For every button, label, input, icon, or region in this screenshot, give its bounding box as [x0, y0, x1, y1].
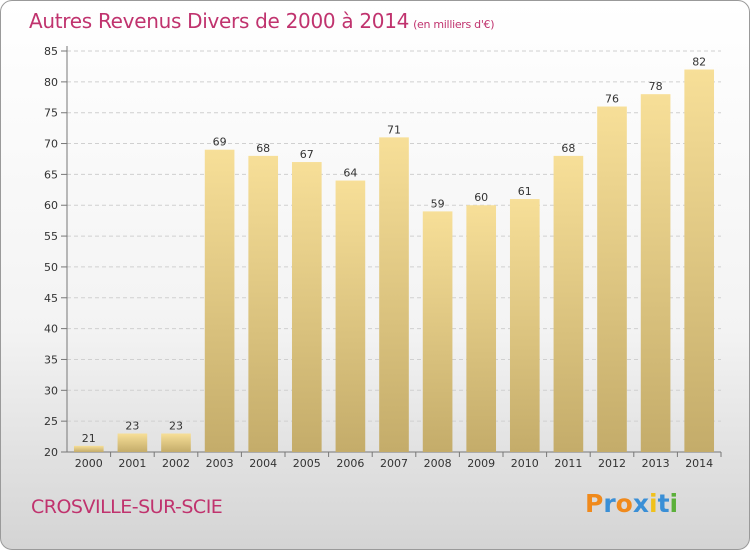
x-tick-label: 2004: [249, 457, 277, 470]
bar: [509, 199, 540, 452]
x-tick-label: 2011: [554, 457, 582, 470]
y-tick-label: 30: [44, 384, 58, 397]
logo-letter: P: [585, 489, 604, 518]
bar: [291, 162, 322, 453]
bar: [466, 205, 497, 452]
data-label: 78: [649, 80, 663, 93]
data-label: 23: [169, 419, 183, 432]
y-tick-label: 75: [44, 107, 58, 120]
data-label: 67: [300, 148, 314, 161]
bar: [597, 106, 627, 453]
x-tick-label: 2002: [162, 457, 190, 470]
logo-letter: i: [649, 489, 658, 518]
proxiti-logo: Proxiti: [585, 489, 678, 518]
bar: [161, 433, 191, 452]
y-tick-label: 20: [44, 446, 58, 459]
logo-letter: r: [603, 489, 616, 518]
city-name: CROSVILLE-SUR-SCIE: [31, 496, 223, 518]
y-tick-label: 55: [44, 230, 58, 243]
data-label: 59: [431, 197, 445, 210]
logo-letter: t: [657, 489, 670, 518]
bar: [335, 180, 366, 453]
y-tick-label: 45: [44, 292, 58, 305]
data-label: 60: [474, 191, 488, 204]
title-unit: (en milliers d'€): [413, 18, 495, 31]
grid-lines: [67, 50, 721, 422]
bar: [553, 155, 584, 452]
bar: [379, 137, 409, 452]
x-tick-label: 2003: [206, 457, 234, 470]
logo-letter: i: [669, 489, 679, 518]
data-label: 68: [256, 142, 270, 155]
x-tick-label: 2001: [118, 457, 146, 470]
y-tick-label: 25: [44, 415, 58, 428]
x-tick-label: 2013: [642, 457, 670, 470]
bar: [117, 433, 148, 452]
bar: [684, 69, 715, 452]
data-label: 76: [605, 93, 619, 106]
bar: [422, 211, 453, 452]
y-tick-label: 85: [44, 45, 58, 58]
x-tick-label: 2010: [511, 457, 539, 470]
bars: [73, 69, 715, 453]
data-label: 68: [561, 142, 575, 155]
x-tick-label: 2006: [336, 457, 364, 470]
bar: [640, 94, 671, 452]
data-label: 61: [518, 185, 532, 198]
y-tick-label: 70: [44, 138, 58, 151]
y-tick-label: 60: [44, 199, 58, 212]
data-label: 21: [82, 432, 96, 445]
logo-letter: x: [632, 489, 649, 518]
data-label: 71: [387, 123, 401, 136]
y-tick-label: 40: [44, 323, 58, 336]
bar: [204, 149, 235, 452]
x-tick-label: 2007: [380, 457, 408, 470]
logo-letter: o: [615, 489, 633, 518]
x-tick-label: 2014: [685, 457, 713, 470]
data-label: 69: [213, 136, 227, 149]
y-tick-label: 50: [44, 261, 58, 274]
x-tick-label: 2000: [75, 457, 103, 470]
bar: [248, 155, 279, 452]
labels: 21 2000 23 2001 23 2002 69 2003 68 2004 67 2005 64 20…: [75, 56, 713, 470]
y-tick-label: 35: [44, 353, 58, 366]
chart-title: Autres Revenus Divers de 2000 à 2014 (en …: [29, 9, 495, 33]
y-tick-label: 80: [44, 76, 58, 89]
y-tick-label: 65: [44, 168, 58, 181]
data-label: 23: [125, 419, 139, 432]
x-tick-label: 2008: [424, 457, 452, 470]
x-tick-label: 2005: [293, 457, 321, 470]
data-label: 64: [343, 167, 357, 180]
bar: [73, 445, 104, 452]
x-tick-label: 2012: [598, 457, 626, 470]
x-tick-label: 2009: [467, 457, 495, 470]
data-label: 82: [692, 56, 706, 69]
title-text: Autres Revenus Divers de 2000 à 2014: [29, 9, 410, 33]
